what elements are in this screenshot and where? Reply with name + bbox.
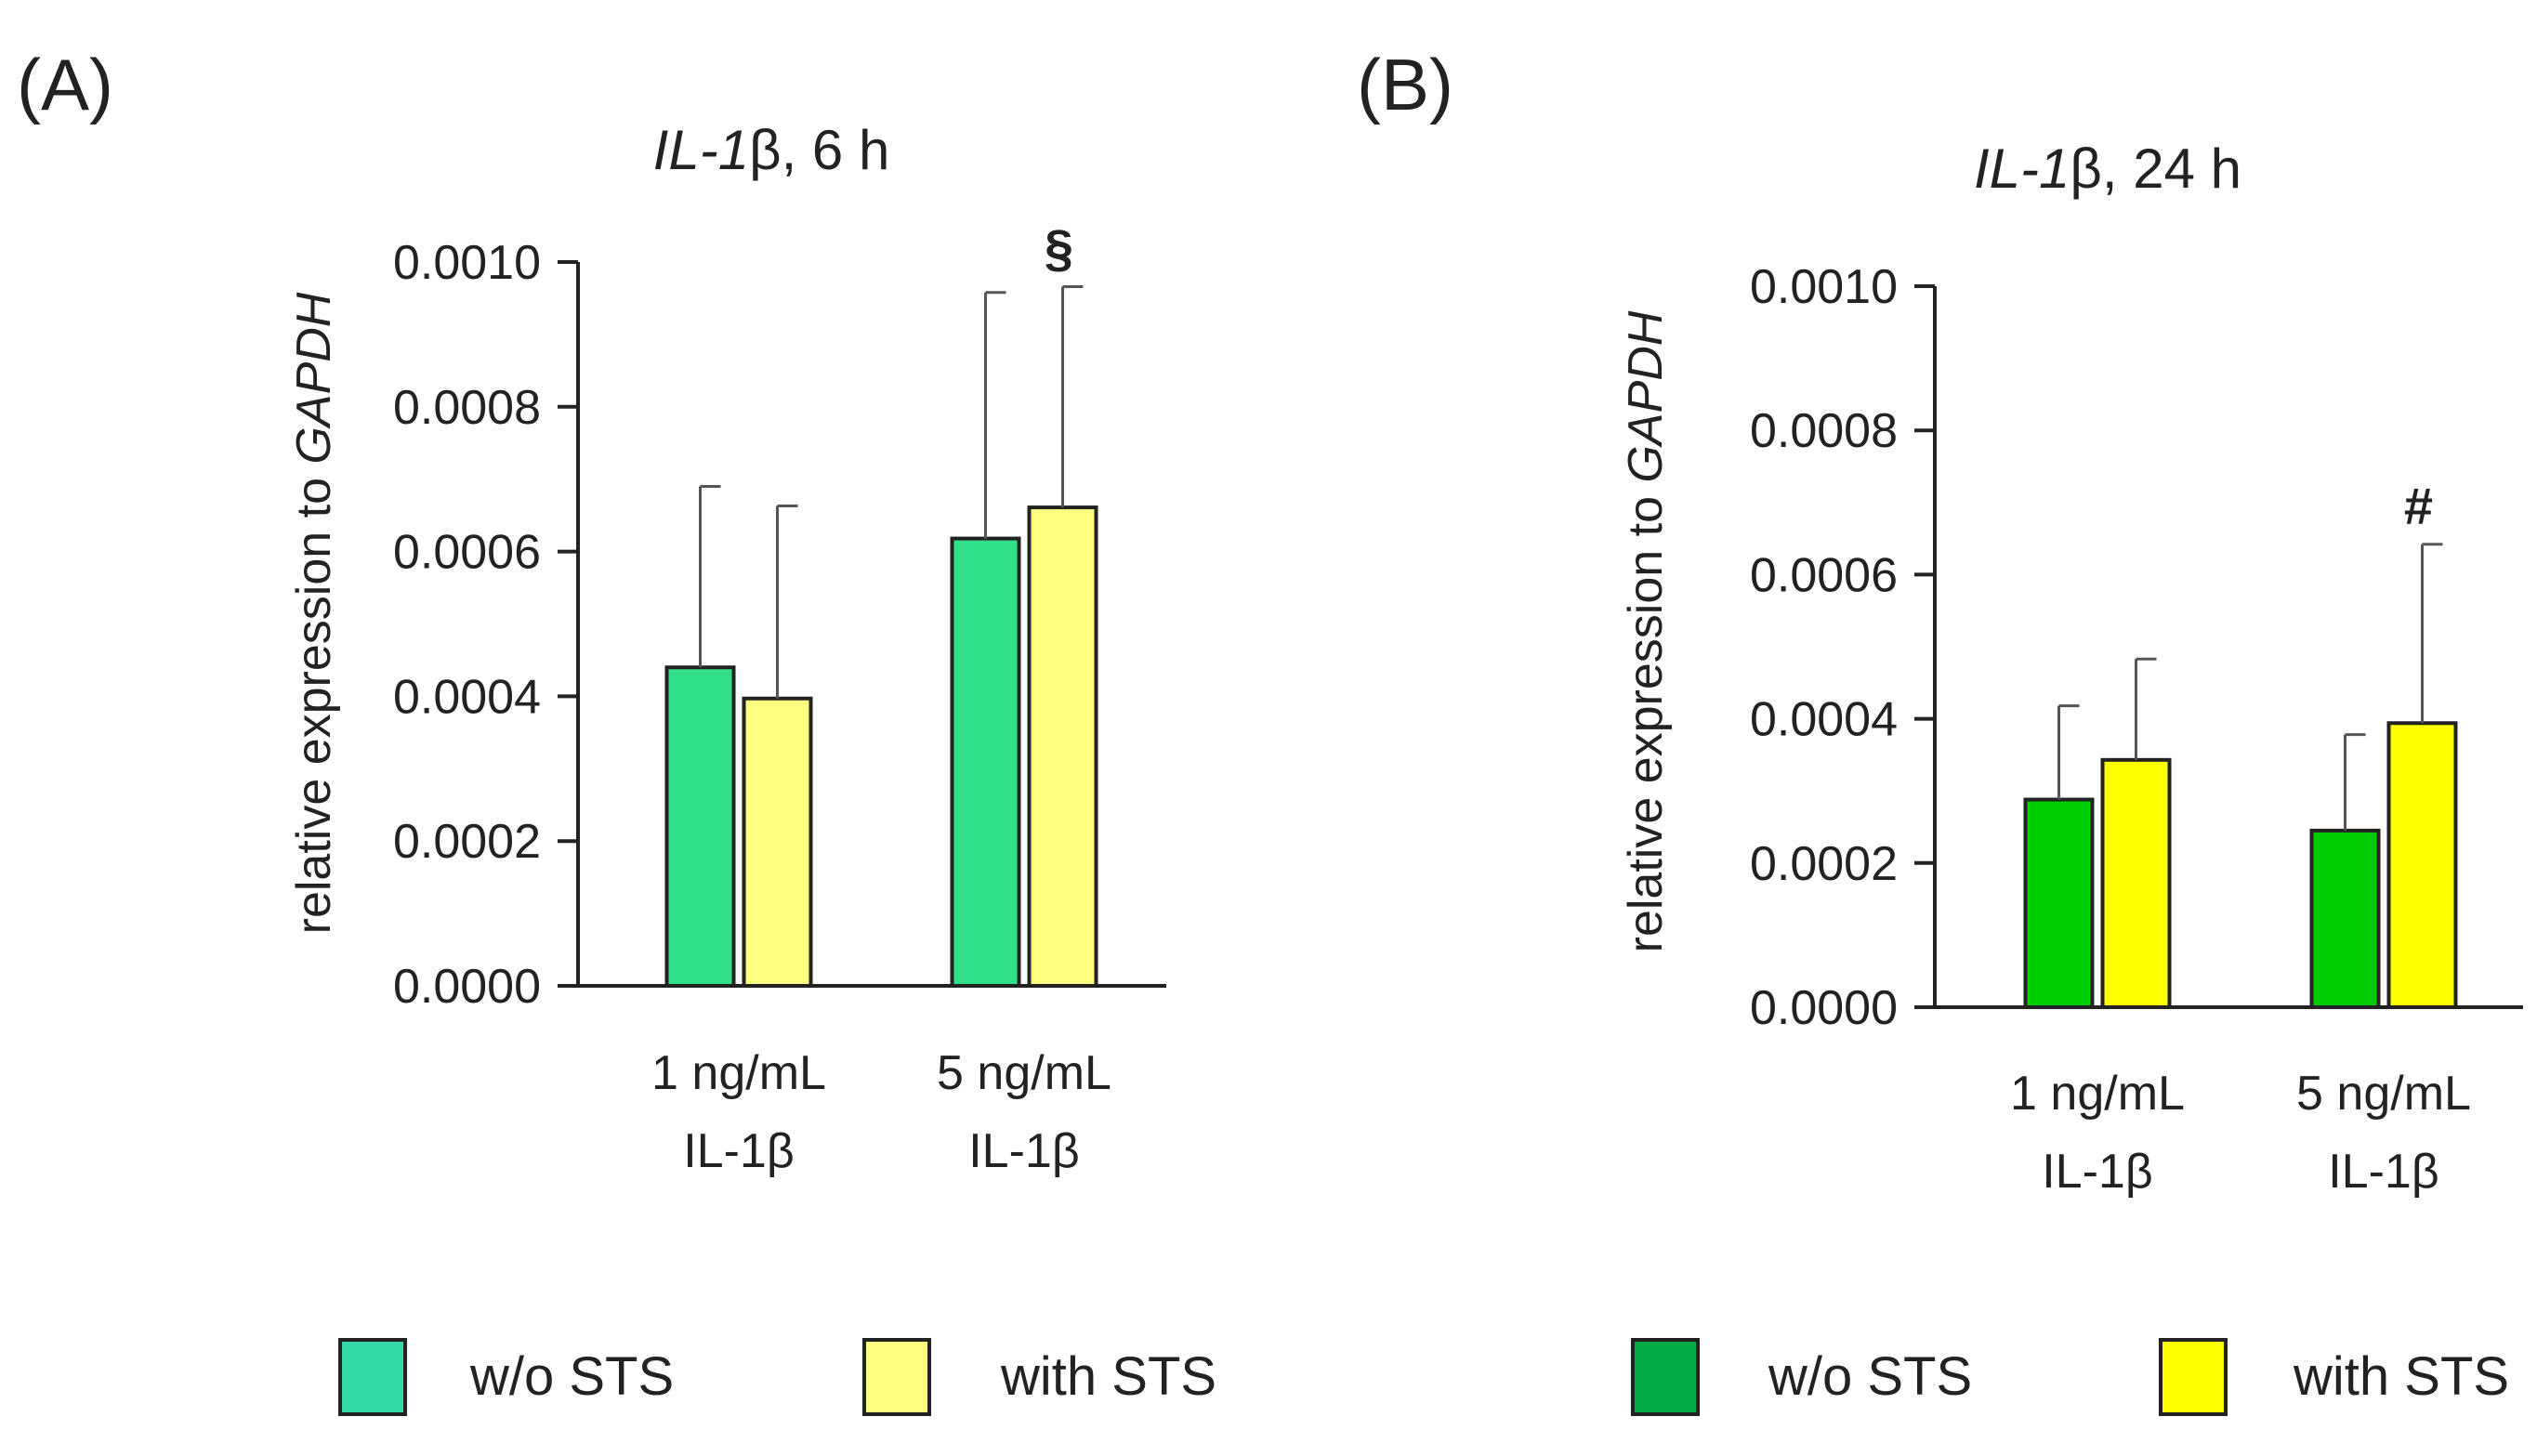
bar-with-sts-2	[2386, 721, 2458, 1009]
legend-label-with-sts: with STS	[1000, 1346, 1216, 1407]
chart-title-suffix: β, 6 h	[749, 119, 889, 181]
bar-wo-sts-2	[950, 536, 1021, 988]
chart-title-suffix: β, 24 h	[2070, 138, 2241, 200]
legend-label-with-sts: with STS	[2293, 1346, 2509, 1407]
y-axis-label: relative expression to GAPDH	[1619, 310, 1673, 952]
chart-title-gene: IL-1	[1974, 138, 2070, 200]
y-axis-label-gene: GAPDH	[287, 292, 341, 464]
x-category-label: 1 ng/mL	[651, 1046, 826, 1100]
legend-swatch-wo-sts	[338, 1338, 407, 1416]
bar-with-sts-1	[742, 696, 813, 988]
chart-title: IL-1β, 24 h	[1974, 138, 2241, 200]
x-category-label-line2: IL-1β	[2042, 1145, 2153, 1199]
y-axis-label-gene: GAPDH	[1619, 310, 1673, 482]
x-category-label: 1 ng/mL	[2010, 1067, 2185, 1121]
y-tick-label: 0.0000	[393, 960, 541, 1014]
y-tick-label: 0.0008	[1750, 404, 1898, 458]
y-tick-label: 0.0002	[1750, 837, 1898, 891]
y-axis-label-prefix: relative expression to	[1619, 483, 1673, 953]
legend-label-wo-sts: w/o STS	[469, 1346, 674, 1407]
y-axis-label-prefix: relative expression to	[287, 465, 341, 935]
x-category-label-line2: IL-1β	[683, 1124, 795, 1178]
legend-swatch-wo-sts	[1631, 1338, 1700, 1416]
y-tick-label: 0.0010	[1750, 260, 1898, 314]
y-tick-label: 0.0010	[393, 236, 541, 290]
y-axis-label: relative expression to GAPDH	[287, 292, 341, 934]
panel-label: (B)	[1357, 44, 1453, 125]
legend-swatch-with-sts	[862, 1338, 931, 1416]
y-tick-label: 0.0008	[393, 381, 541, 435]
y-tick-label: 0.0004	[1750, 693, 1898, 747]
chart-title: IL-1β, 6 h	[653, 119, 890, 181]
bar-with-sts-2	[1027, 505, 1098, 988]
x-category-label: 5 ng/mL	[2296, 1067, 2471, 1121]
y-tick-label: 0.0000	[1750, 981, 1898, 1035]
y-tick-label: 0.0004	[393, 670, 541, 724]
x-category-label-line2: IL-1β	[2328, 1145, 2439, 1199]
chart-title-gene: IL-1	[653, 119, 749, 181]
panel-label: (A)	[17, 44, 113, 125]
panel-b: (B) IL-1β, 24 h relative expression to GAP…	[1357, 44, 2523, 1416]
bar-wo-sts-1	[664, 665, 736, 988]
y-tick-label: 0.0006	[393, 526, 541, 580]
x-category-label-line2: IL-1β	[968, 1124, 1080, 1178]
significance-mark: #	[2404, 477, 2433, 535]
significance-mark: §	[1045, 218, 1073, 277]
bar-wo-sts-1	[2023, 797, 2095, 1010]
panel-a: (A) IL-1β, 6 h relative expression to GAPD…	[17, 44, 1216, 1416]
y-tick-label: 0.0002	[393, 815, 541, 869]
bar-with-sts-1	[2100, 757, 2172, 1009]
bar-wo-sts-2	[2309, 828, 2381, 1009]
y-tick-label: 0.0006	[1750, 548, 1898, 602]
x-category-label: 5 ng/mL	[937, 1046, 1111, 1100]
legend-swatch-with-sts	[2159, 1338, 2228, 1416]
legend-label-wo-sts: w/o STS	[1768, 1346, 1972, 1407]
